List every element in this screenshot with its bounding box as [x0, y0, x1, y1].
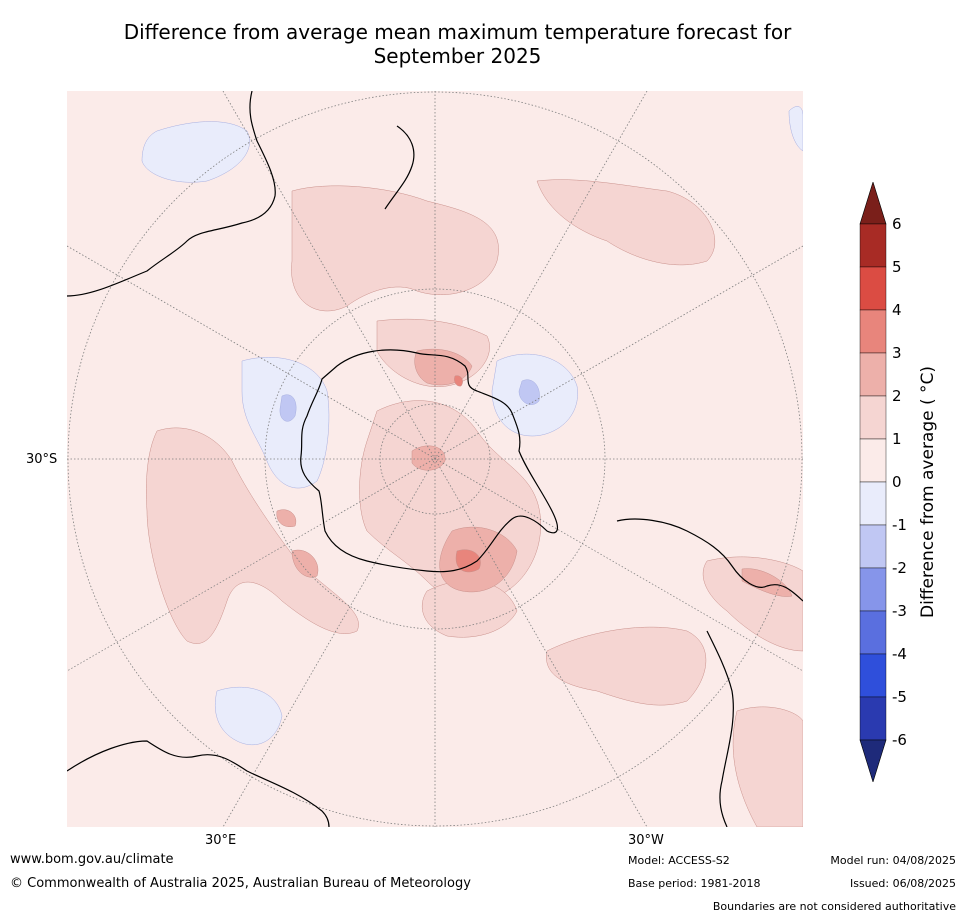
footer-issued: Issued: 06/08/2025: [849, 877, 956, 890]
colorbar-svg: 6 5 4 3 2 1 0 -1 -2 -3 -4 -5 -6: [859, 180, 907, 784]
colorbar-5-to-6: [859, 223, 887, 268]
title-line-1: Difference from average mean maximum tem…: [123, 20, 792, 44]
colorbar-tick: -1: [892, 516, 907, 534]
colorbar-tick: 3: [892, 344, 902, 362]
footer-model-run: Model run: 04/08/2025: [830, 854, 956, 867]
colorbar-4-to-5: [859, 266, 887, 311]
colorbar-0-to-1: [859, 438, 887, 483]
colorbar-minus4-to-minus3: [859, 610, 887, 655]
colorbar-tick: 6: [892, 215, 902, 233]
colorbar-minus3-to-minus2: [859, 567, 887, 612]
anomaly-minus-1-to-0-regions: [141, 106, 803, 746]
anomaly-3-to-4-regions: [454, 375, 481, 573]
map-title: Difference from average mean maximum tem…: [60, 20, 855, 68]
footer-base-period: Base period: 1981-2018: [628, 877, 761, 890]
lat-label-30s: 30°S: [26, 452, 58, 467]
colorbar-tick: 2: [892, 387, 902, 405]
anomaly-minus-2-to-minus-1-regions: [279, 379, 540, 422]
colorbar-tick: 1: [892, 430, 902, 448]
colorbar-2-to-3: [859, 352, 887, 397]
colorbar-tick: -2: [892, 559, 907, 577]
colorbar-minus6-to-minus5: [859, 696, 887, 741]
colorbar: 6 5 4 3 2 1 0 -1 -2 -3 -4 -5 -6: [858, 180, 965, 784]
colorbar-tick: -4: [892, 645, 907, 663]
footer-website: www.bom.gov.au/climate: [10, 852, 174, 867]
coastlines: [67, 91, 803, 827]
colorbar-minus2-to-minus1: [859, 524, 887, 569]
colorbar-minus1-to-0: [859, 481, 887, 526]
colorbar-tick: 5: [892, 258, 902, 276]
colorbar-tick: 0: [892, 473, 902, 491]
footer-disclaimer: Boundaries are not considered authoritat…: [712, 900, 956, 913]
colorbar-tick: 4: [892, 301, 902, 319]
map-canvas: [67, 91, 803, 827]
lon-label-30w: 30°W: [628, 833, 664, 848]
footer-model: Model: ACCESS-S2: [628, 854, 730, 867]
footer-copyright: © Commonwealth of Australia 2025, Austra…: [10, 876, 471, 891]
colorbar-tick: -3: [892, 602, 907, 620]
colorbar-minus5-to-minus4: [859, 653, 887, 698]
title-line-2: September 2025: [373, 44, 542, 68]
colorbar-tick: -5: [892, 688, 907, 706]
colorbar-tick-labels: 6 5 4 3 2 1 0 -1 -2 -3 -4 -5 -6: [892, 215, 907, 749]
lon-label-30e: 30°E: [205, 833, 237, 848]
colorbar-above-6: [859, 180, 887, 225]
graticule-meridians: [67, 91, 803, 827]
forecast-map: [67, 91, 803, 827]
colorbar-1-to-2: [859, 395, 887, 440]
colorbar-tick: -6: [892, 731, 907, 749]
colorbar-title: Difference from average ( °C): [918, 365, 938, 618]
colorbar-below-minus6: [859, 739, 887, 784]
colorbar-3-to-4: [859, 309, 887, 354]
anomaly-1-to-2-regions: [146, 179, 803, 827]
